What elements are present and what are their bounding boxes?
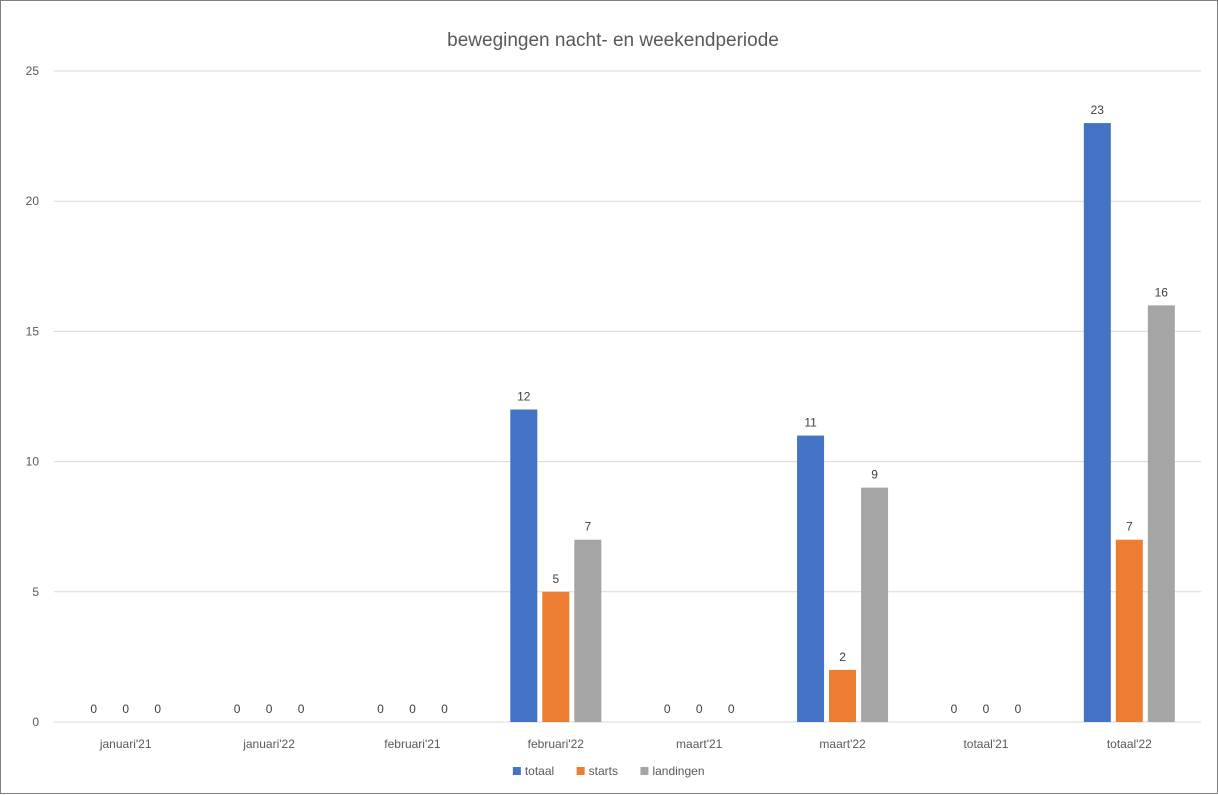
legend-label-starts: starts (589, 764, 618, 778)
data-label: 7 (1126, 520, 1133, 534)
data-label: 11 (804, 416, 817, 430)
x-category-label: februari'22 (528, 737, 585, 751)
y-axis-ticks: 0 5 10 15 20 25 (26, 64, 40, 729)
data-label: 0 (441, 702, 448, 716)
data-label: 0 (983, 702, 990, 716)
y-tick-label: 15 (26, 324, 40, 338)
data-label: 0 (298, 702, 305, 716)
legend: totaal starts landingen (512, 764, 705, 778)
legend-label-landingen: landingen (652, 764, 704, 778)
legend-swatch-landingen (640, 767, 649, 775)
data-label: 0 (266, 702, 273, 716)
bar-totaal (510, 409, 538, 722)
bar-totaal (1083, 123, 1111, 722)
bar-landingen (1147, 305, 1175, 722)
data-label: 12 (517, 390, 531, 404)
legend-swatch-totaal (512, 767, 521, 775)
x-category-label: januari'21 (99, 737, 152, 751)
data-label: 23 (1091, 103, 1105, 117)
bar-starts (1115, 539, 1143, 722)
data-label: 0 (377, 702, 384, 716)
y-tick-label: 25 (26, 64, 40, 78)
data-label: 16 (1155, 285, 1169, 299)
x-category-label: januari'22 (242, 737, 295, 751)
bar-landingen (861, 487, 889, 722)
x-category-label: februari'21 (384, 737, 441, 751)
y-tick-label: 5 (32, 585, 39, 599)
bars (510, 123, 1175, 722)
data-label: 0 (154, 702, 161, 716)
legend-label-totaal: totaal (525, 764, 554, 778)
data-label: 5 (552, 572, 559, 586)
chart-title: bewegingen nacht- en weekendperiode (447, 30, 779, 51)
data-label: 0 (664, 702, 671, 716)
data-label: 9 (871, 468, 878, 482)
data-label: 0 (122, 702, 129, 716)
data-label: 0 (696, 702, 703, 716)
data-label: 7 (584, 520, 591, 534)
y-tick-label: 10 (26, 455, 40, 469)
data-label: 2 (839, 650, 846, 664)
data-label: 0 (1015, 702, 1022, 716)
x-category-label: maart'21 (676, 737, 723, 751)
data-label: 0 (728, 702, 735, 716)
data-label: 0 (951, 702, 958, 716)
bar-starts (542, 591, 570, 722)
bar-totaal (797, 435, 825, 722)
data-label: 0 (409, 702, 416, 716)
x-category-label: totaal'22 (1107, 737, 1152, 751)
data-labels: 0 0 0 0 0 0 0 0 0 12 5 7 0 0 0 11 2 9 0 0 0 23 7 16 (90, 103, 1168, 716)
data-label: 0 (234, 702, 241, 716)
data-label: 0 (90, 702, 97, 716)
x-category-label: maart'22 (819, 737, 866, 751)
y-tick-label: 0 (32, 715, 39, 729)
bar-landingen (574, 539, 602, 722)
bar-starts (829, 669, 857, 722)
x-axis-categories: januari'21 januari'22 februari'21 februari'… (99, 737, 1152, 751)
x-category-label: totaal'21 (963, 737, 1008, 751)
legend-swatch-starts (576, 767, 585, 775)
gridlines (54, 70, 1201, 723)
y-tick-label: 20 (26, 194, 40, 208)
